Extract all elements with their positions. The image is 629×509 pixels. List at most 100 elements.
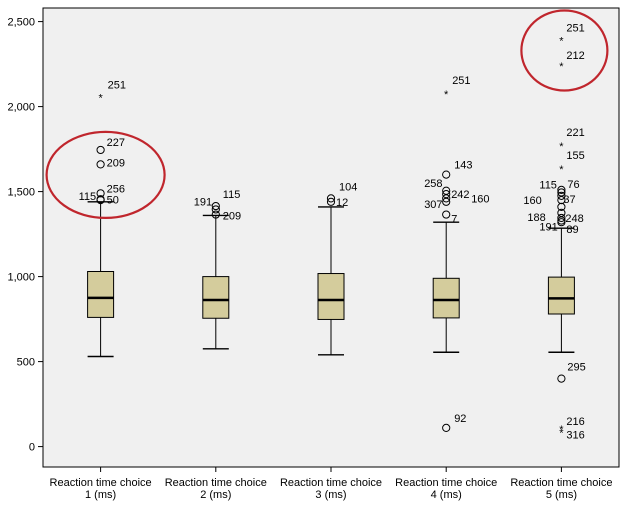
box-5 bbox=[547, 227, 575, 353]
x-category-label-line1: Reaction time choice bbox=[165, 477, 267, 489]
outlier-case-label: 115 bbox=[539, 179, 557, 191]
outlier-case-label: 76 bbox=[567, 179, 579, 191]
highlight-ellipse bbox=[520, 9, 609, 92]
outlier-case-label: 242 bbox=[451, 189, 469, 201]
outlier-case-label: 251 bbox=[108, 80, 126, 92]
outlier-circle-marker bbox=[557, 213, 566, 223]
outlier-circle-marker bbox=[557, 185, 566, 194]
highlight-ellipse bbox=[45, 130, 166, 219]
outlier-circle-marker bbox=[557, 191, 566, 200]
outlier-circle-marker bbox=[442, 197, 451, 206]
outlier-case-label: 227 bbox=[107, 137, 125, 149]
outlier-point: 76 bbox=[557, 179, 580, 194]
highlight-layer bbox=[45, 9, 609, 219]
outlier-circle-marker bbox=[96, 145, 105, 155]
extreme-star-marker: * bbox=[98, 93, 103, 105]
outlier-point: 227 bbox=[96, 137, 125, 155]
outlier-circle-marker bbox=[211, 210, 220, 219]
outlier-point: 12 bbox=[326, 197, 348, 209]
x-category-label-line1: Reaction time choice bbox=[50, 477, 152, 489]
outlier-circle-marker bbox=[211, 205, 220, 214]
outlier-case-label: 191 bbox=[194, 196, 212, 208]
extreme-star-marker: * bbox=[559, 424, 564, 436]
outlier-point: 92 bbox=[442, 413, 466, 432]
outlier-case-label: 248 bbox=[565, 213, 583, 225]
outlier-circle-marker bbox=[326, 197, 336, 206]
box-iqr bbox=[202, 276, 230, 319]
outlier-circle-marker bbox=[557, 374, 566, 383]
outlier-case-label: 92 bbox=[454, 413, 466, 425]
outlier-case-label: 256 bbox=[107, 183, 125, 195]
outlier-point: 143 bbox=[442, 160, 473, 179]
outlier-case-label: 221 bbox=[566, 127, 584, 139]
extreme-star-marker: * bbox=[559, 61, 564, 73]
outlier-circle-marker bbox=[442, 194, 451, 203]
x-category-label-line2: 2 (ms) bbox=[200, 489, 231, 501]
outlier-circle-marker bbox=[442, 170, 451, 179]
outlier-point: *212 bbox=[559, 50, 585, 73]
outlier-circle-marker bbox=[96, 160, 105, 169]
outlier-circle-marker bbox=[442, 423, 451, 432]
outlier-circle-marker bbox=[557, 202, 566, 211]
outlier-case-label: 89 bbox=[566, 224, 578, 236]
outlier-circle-marker bbox=[442, 210, 451, 219]
outlier-case-label: 50 bbox=[107, 194, 119, 206]
y-tick-label: 2,000 bbox=[7, 102, 35, 114]
y-tick-label: 2,500 bbox=[7, 17, 35, 29]
box-iqr bbox=[87, 271, 115, 318]
box-iqr bbox=[317, 273, 345, 320]
outlier-point: * 316 bbox=[559, 427, 585, 441]
box-3 bbox=[317, 206, 345, 356]
box-iqr bbox=[547, 276, 575, 315]
x-category-label-line1: Reaction time choice bbox=[395, 477, 497, 489]
x-category-label-line2: 4 (ms) bbox=[431, 489, 462, 501]
outlier-case-label: 316 bbox=[566, 429, 584, 441]
outlier-point: 50 bbox=[96, 194, 119, 206]
outlier-case-label: 258 bbox=[424, 178, 442, 190]
outlier-point: 89 bbox=[557, 218, 579, 236]
outlier-case-label: 188 bbox=[527, 212, 545, 224]
box-4 bbox=[432, 221, 460, 353]
outlier-case-label: 160 bbox=[523, 195, 541, 207]
y-tick-label: 1,500 bbox=[7, 187, 35, 199]
outlier-circle-marker bbox=[557, 218, 566, 227]
x-category-label-line1: Reaction time choice bbox=[510, 477, 612, 489]
outlier-circle-marker bbox=[211, 201, 220, 211]
outlier-point bbox=[557, 202, 566, 211]
box-2 bbox=[202, 214, 230, 350]
extreme-star-marker: * bbox=[559, 427, 564, 439]
outlier-case-label: 115 bbox=[79, 191, 97, 203]
outlier-point: *155 bbox=[559, 150, 585, 176]
outlier-point: 191 bbox=[194, 196, 220, 214]
outlier-case-label: 251 bbox=[566, 23, 584, 35]
outlier-case-label: 209 bbox=[107, 157, 125, 169]
x-category-label-line2: 1 (ms) bbox=[85, 489, 116, 501]
outlier-point: 160 bbox=[442, 193, 490, 205]
outlier-case-label: 307 bbox=[424, 199, 442, 211]
outlier-circle-marker bbox=[96, 195, 105, 204]
extreme-star-marker: * bbox=[559, 36, 564, 48]
outlier-point: 295 bbox=[557, 362, 586, 383]
outlier-point: 115 bbox=[211, 189, 240, 211]
outlier-point: 248 bbox=[557, 213, 584, 225]
outlier-case-label: 295 bbox=[567, 362, 585, 374]
x-category-label-line2: 3 (ms) bbox=[315, 489, 346, 501]
y-tick-label: 500 bbox=[17, 357, 35, 369]
box-iqr bbox=[432, 277, 460, 319]
outlier-case-label: 191 bbox=[539, 222, 557, 234]
extreme-star-marker: * bbox=[444, 89, 449, 101]
outlier-point: 209 bbox=[211, 210, 241, 223]
outlier-point: * 251 bbox=[98, 80, 126, 105]
outlier-case-label: 209 bbox=[223, 211, 241, 223]
x-category-label-line2: 5 (ms) bbox=[546, 489, 577, 501]
outlier-case-label: 160 bbox=[471, 193, 489, 205]
outlier-case-label: 12 bbox=[336, 197, 348, 209]
outlier-point: *216 bbox=[559, 416, 585, 436]
x-category-label-line1: Reaction time choice bbox=[280, 477, 382, 489]
outlier-point: 307 bbox=[424, 197, 451, 211]
outlier-point: 209 bbox=[96, 157, 125, 169]
outlier-case-label: 37 bbox=[563, 194, 575, 206]
